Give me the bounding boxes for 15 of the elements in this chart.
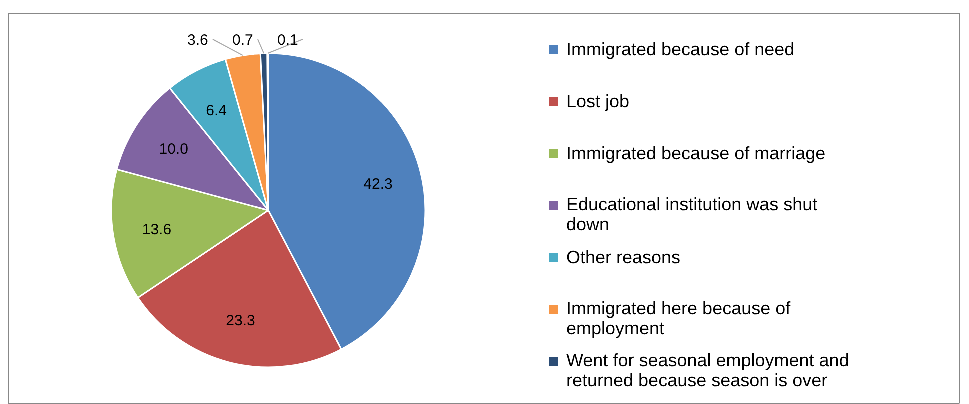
data-label: 13.6 (142, 221, 172, 238)
legend-label: Other reasons (566, 248, 681, 268)
legend-label: Lost job (566, 92, 630, 112)
legend-label: Went for seasonal employment and returned because season is over (566, 350, 850, 390)
legend-label: Immigrated because of marriage (566, 144, 826, 164)
data-label: 0.1 (278, 32, 298, 49)
data-label: 0.7 (232, 32, 254, 49)
data-label: 6.4 (206, 102, 227, 120)
legend-label: Immigrated because of need (566, 40, 795, 60)
data-label: 3.6 (188, 32, 208, 49)
data-label: 10.0 (159, 141, 188, 158)
legend-label: Educational institution was shut down (566, 194, 818, 234)
data-label: 42.3 (364, 176, 393, 193)
legend-label: Immigrated here because of employment (566, 298, 792, 338)
data-label: 23.3 (226, 312, 256, 330)
